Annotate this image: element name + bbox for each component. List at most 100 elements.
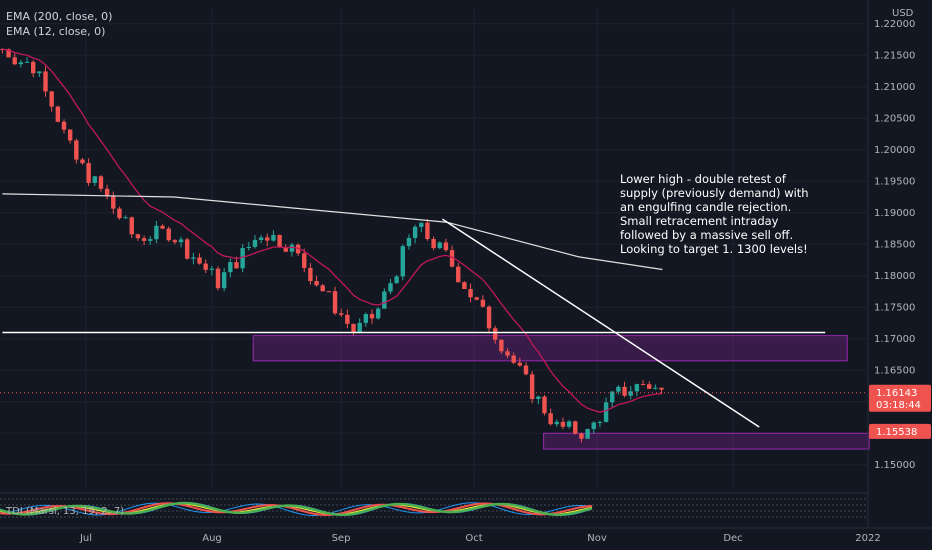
candle-body xyxy=(326,291,332,293)
candle-body xyxy=(554,421,559,425)
candle-body xyxy=(240,248,245,269)
x-tick-label: Oct xyxy=(465,533,482,544)
annotation-text: Lower high - double retest of supply (pr… xyxy=(620,172,809,256)
candle-body xyxy=(369,314,375,319)
y-tick-label: 1.19500 xyxy=(874,176,915,187)
x-tick-label: Jul xyxy=(79,533,92,544)
candle-body xyxy=(493,328,498,340)
candle-body xyxy=(640,384,646,386)
y-tick-label: 1.21500 xyxy=(874,50,915,61)
candle-body xyxy=(345,314,350,324)
candle-body xyxy=(449,250,455,267)
candle-body xyxy=(135,234,141,239)
candle-body xyxy=(215,268,221,289)
candle-body xyxy=(221,272,227,289)
y-tick-label: 1.15000 xyxy=(874,460,915,471)
candle-body xyxy=(289,244,295,252)
candle-body xyxy=(406,237,412,247)
candles xyxy=(0,48,664,443)
candle-body xyxy=(209,268,215,270)
candle-body xyxy=(388,283,393,292)
candle-body xyxy=(351,323,356,333)
candle-body xyxy=(659,387,664,390)
candle-body xyxy=(647,384,652,389)
tdi-rsi-line xyxy=(0,501,593,517)
candle-body xyxy=(86,163,91,183)
candle-body xyxy=(339,313,344,315)
x-tick-label: Aug xyxy=(202,533,222,544)
candle-body xyxy=(597,421,603,423)
candle-body xyxy=(468,288,473,298)
candle-body xyxy=(197,257,202,264)
y-tick-label: 1.17500 xyxy=(874,302,915,313)
candle-body xyxy=(566,421,572,427)
candle-body xyxy=(172,240,178,243)
candle-body xyxy=(43,71,48,92)
candle-body xyxy=(474,297,479,300)
x-tick-label: Sep xyxy=(332,533,351,544)
ema12-legend[interactable]: EMA (12, close, 0) xyxy=(6,25,106,38)
candle-body xyxy=(185,239,190,259)
candle-body xyxy=(437,242,442,249)
candle-body xyxy=(456,266,461,283)
candle-body xyxy=(148,239,153,241)
candle-body xyxy=(511,355,516,363)
candle-body xyxy=(499,339,504,352)
candle-body xyxy=(320,285,325,292)
candle-body xyxy=(92,176,97,183)
y-tick-label: 1.22000 xyxy=(874,19,915,30)
candle-body xyxy=(111,196,116,209)
candle-body xyxy=(523,365,529,375)
candle-body xyxy=(277,234,282,247)
candle-body xyxy=(603,402,609,422)
candle-body xyxy=(382,291,387,309)
tdi-label: TDI (Marsi, 13, 19, 2, 7) xyxy=(5,506,124,517)
candle-body xyxy=(123,217,128,219)
y-tick-label: 1.16500 xyxy=(874,365,915,376)
candle-body xyxy=(37,71,42,74)
candle-body xyxy=(419,222,424,227)
candle-body xyxy=(98,176,104,189)
candle-body xyxy=(191,257,196,259)
candle-body xyxy=(234,262,239,269)
candle-body xyxy=(295,244,301,254)
currency-label: USD xyxy=(892,8,914,19)
candle-body xyxy=(585,429,590,439)
candle-body xyxy=(443,242,449,251)
y-tick-label: 1.19000 xyxy=(874,208,915,219)
candle-body xyxy=(357,322,362,333)
candle-body xyxy=(141,238,147,241)
candle-body xyxy=(400,246,405,277)
candle-body xyxy=(178,239,184,243)
candle-body xyxy=(246,246,251,249)
candle-body xyxy=(332,291,338,314)
candle-body xyxy=(634,384,640,392)
candle-body xyxy=(653,387,658,389)
candle-body xyxy=(129,217,134,235)
zone-rect xyxy=(252,335,848,362)
last-price-value: 1.16143 xyxy=(876,388,917,399)
candle-body xyxy=(610,391,615,403)
candle-body xyxy=(529,374,535,400)
candle-body xyxy=(505,351,510,356)
drawing-lines xyxy=(0,218,868,428)
candle-body xyxy=(12,57,17,65)
candle-body xyxy=(154,225,159,240)
candle-body xyxy=(74,140,79,160)
candle-body xyxy=(31,61,36,74)
y-tick-label: 1.21000 xyxy=(874,82,915,93)
ema200-legend[interactable]: EMA (200, close, 0) xyxy=(6,10,113,23)
candle-body xyxy=(104,188,110,197)
candle-body xyxy=(628,391,633,396)
candle-body xyxy=(591,422,596,430)
candle-body xyxy=(49,91,54,107)
target-price-tag xyxy=(869,423,931,439)
y-tick-label: 1.20500 xyxy=(874,113,915,124)
ema12-line xyxy=(2,48,662,413)
tdi-lower-band xyxy=(0,502,593,516)
candle-body xyxy=(252,239,258,247)
trend-line xyxy=(441,218,760,428)
candle-body xyxy=(283,246,288,252)
candle-body xyxy=(160,225,165,229)
